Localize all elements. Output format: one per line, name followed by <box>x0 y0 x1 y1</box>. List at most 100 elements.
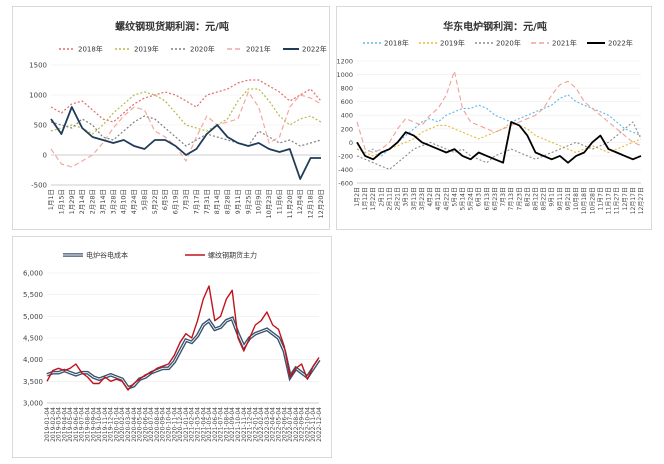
chart-eaf-profit: 华东电炉钢利润：元/吨 2018年 2019年 2020年 2021年 2022年 -60… <box>337 20 645 214</box>
legend-label: 2020年 <box>190 45 215 54</box>
x-tick-label: 5月24日 <box>468 187 475 210</box>
x-tick-label: 2022-08-04 <box>293 407 300 442</box>
series-line <box>356 121 642 157</box>
x-tick-label: 2019-11-04 <box>102 407 109 442</box>
x-tick-label: 2019-01-04 <box>44 407 51 442</box>
x-tick-label: 4月2日 <box>427 187 434 207</box>
chart-title: 华东电炉钢利润：元/吨 <box>443 20 547 33</box>
x-tick-label: 12月7日 <box>622 187 629 210</box>
x-tick-label: 6月23日 <box>492 187 499 210</box>
x-tick-label: 2022-11-04 <box>310 407 317 442</box>
x-tick-label: 2021-10-04 <box>235 407 242 442</box>
x-tick-label: 2022-05-04 <box>275 407 282 442</box>
legend-label: 螺纹钢期货主力 <box>208 251 257 260</box>
x-tick-label: 12月27日 <box>638 187 645 214</box>
y-tick-label: 1500 <box>29 62 47 70</box>
x-tick-label: 2022-12-04 <box>316 407 323 442</box>
y-tick-label: -400 <box>338 166 353 174</box>
x-tick-label: 2月28日 <box>89 189 97 214</box>
x-tick-label: 9月11日 <box>557 187 564 210</box>
y-tick-label: 3,500 <box>23 378 43 386</box>
y-tick-label: 200 <box>341 125 353 133</box>
series-line <box>356 70 642 154</box>
x-tick-label: 10月18日 <box>581 187 588 214</box>
chart-rebar-profit: 螺纹钢现货期利润：元/吨 2018年 2019年 2020年 2021年 2022年 -5… <box>29 20 327 219</box>
chart-panel-rebar-profit: 螺纹钢现货期利润：元/吨 2018年 2019年 2020年 2021年 2022年 -5… <box>12 6 330 230</box>
x-tick-label: 2021-01-04 <box>183 407 190 442</box>
x-tick-label: 3月3日 <box>403 187 410 207</box>
x-tick-label: 5月22日 <box>151 189 159 214</box>
x-tick-label: 2022-06-04 <box>281 407 288 442</box>
y-tick-label: -200 <box>338 152 353 160</box>
x-tick-label: 2月1日 <box>378 187 385 207</box>
series-line <box>50 106 321 180</box>
x-tick-label: 2020-10-04 <box>166 407 173 442</box>
x-tick-label: 12月18日 <box>307 189 315 219</box>
x-tick-label: 8月2日 <box>524 187 531 207</box>
legend-label: 电炉谷电成本 <box>86 251 128 260</box>
legend-label: 2022年 <box>302 45 327 54</box>
series-line <box>356 121 642 164</box>
x-tick-label: 1月1日 <box>47 189 55 210</box>
series-line <box>50 79 322 123</box>
x-tick-label: 2020-07-04 <box>148 407 155 442</box>
series-line <box>46 317 320 389</box>
x-tick-label: 8月14日 <box>213 189 221 214</box>
x-tick-label: 4月24日 <box>130 189 138 214</box>
x-tick-label: 6月5日 <box>161 189 169 210</box>
legend-label: 2020年 <box>496 39 521 48</box>
x-tick-label: 2019-04-04 <box>61 407 68 442</box>
series-line <box>50 91 322 168</box>
x-tick-label: 2022-10-04 <box>304 407 311 442</box>
x-tick-label: 2019-10-04 <box>96 407 103 442</box>
x-tick-label: 11月6日 <box>275 189 283 214</box>
x-tick-label: 2021-08-04 <box>223 407 230 442</box>
x-tick-label: 1月22日 <box>370 187 377 210</box>
y-tick-label: -600 <box>338 180 353 188</box>
x-tick-label: 2021-11-04 <box>241 407 248 442</box>
x-tick-label: 2020-09-04 <box>160 407 167 442</box>
legend-label: 2019年 <box>440 39 465 48</box>
x-tick-label: 2021-03-04 <box>194 407 201 442</box>
y-tick-label: 500 <box>34 122 47 130</box>
y-tick-label: 1000 <box>337 71 353 79</box>
series-line <box>356 121 642 170</box>
legend-label: 2021年 <box>246 45 271 54</box>
x-tick-label: 2020-08-04 <box>154 407 161 442</box>
x-tick-label: 2019-06-04 <box>73 407 80 442</box>
x-tick-label: 2月11日 <box>386 187 393 210</box>
series-line <box>50 115 322 147</box>
x-tick-label: 4月10日 <box>120 189 128 214</box>
x-tick-label: 2月21日 <box>395 187 402 210</box>
x-tick-label: 2019-08-04 <box>85 407 92 442</box>
y-tick-label: 4,000 <box>23 356 43 364</box>
legend-label: 2018年 <box>78 45 103 54</box>
x-tick-label: 5月4日 <box>451 187 458 207</box>
series-line <box>46 285 320 391</box>
x-tick-label: 4月12日 <box>435 187 442 210</box>
x-tick-label: 4月22日 <box>443 187 450 210</box>
y-tick-label: -500 <box>31 182 47 190</box>
x-tick-label: 2019-03-04 <box>56 407 63 442</box>
legend-label: 2018年 <box>384 39 409 48</box>
x-tick-label: 7月23日 <box>516 187 523 210</box>
x-tick-label: 2022-02-04 <box>258 407 265 442</box>
y-tick-label: 6,000 <box>23 270 43 278</box>
y-tick-label: 800 <box>341 85 353 93</box>
x-tick-label: 2022-03-04 <box>264 407 271 442</box>
chart-panel-eaf-cost-vs-futures: 电炉谷电成本 螺纹钢期货主力 3,000 3,500 4,000 4,500 5,000 5,… <box>12 236 332 458</box>
x-tick-label: 2020-05-04 <box>137 407 144 442</box>
x-tick-label: 11月17日 <box>606 187 613 214</box>
x-tick-label: 3月28日 <box>109 189 117 214</box>
y-tick-label: 1000 <box>29 92 47 100</box>
x-tick-label: 7月17日 <box>192 189 200 214</box>
y-tick-label: 5,000 <box>23 313 43 321</box>
x-tick-label: 8月28日 <box>224 189 232 214</box>
x-tick-label: 2021-04-04 <box>200 407 207 442</box>
x-tick-label: 6月19日 <box>172 189 180 214</box>
y-tick-label: 3,000 <box>23 400 43 408</box>
x-tick-label: 9月25日 <box>244 189 252 214</box>
x-tick-label: 2020-03-04 <box>125 407 132 442</box>
x-tick-label: 5月8日 <box>140 189 148 210</box>
x-tick-label: 3月23日 <box>419 187 426 210</box>
